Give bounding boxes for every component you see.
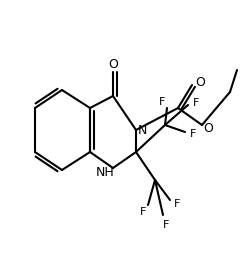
Text: O: O — [203, 123, 213, 135]
Text: F: F — [159, 97, 165, 107]
Text: F: F — [193, 98, 199, 108]
Text: F: F — [190, 129, 196, 139]
Text: O: O — [195, 77, 205, 90]
Text: F: F — [163, 220, 169, 230]
Text: NH: NH — [96, 166, 114, 180]
Text: F: F — [174, 199, 180, 209]
Text: N: N — [137, 124, 147, 136]
Text: O: O — [108, 59, 118, 71]
Text: F: F — [140, 207, 146, 217]
